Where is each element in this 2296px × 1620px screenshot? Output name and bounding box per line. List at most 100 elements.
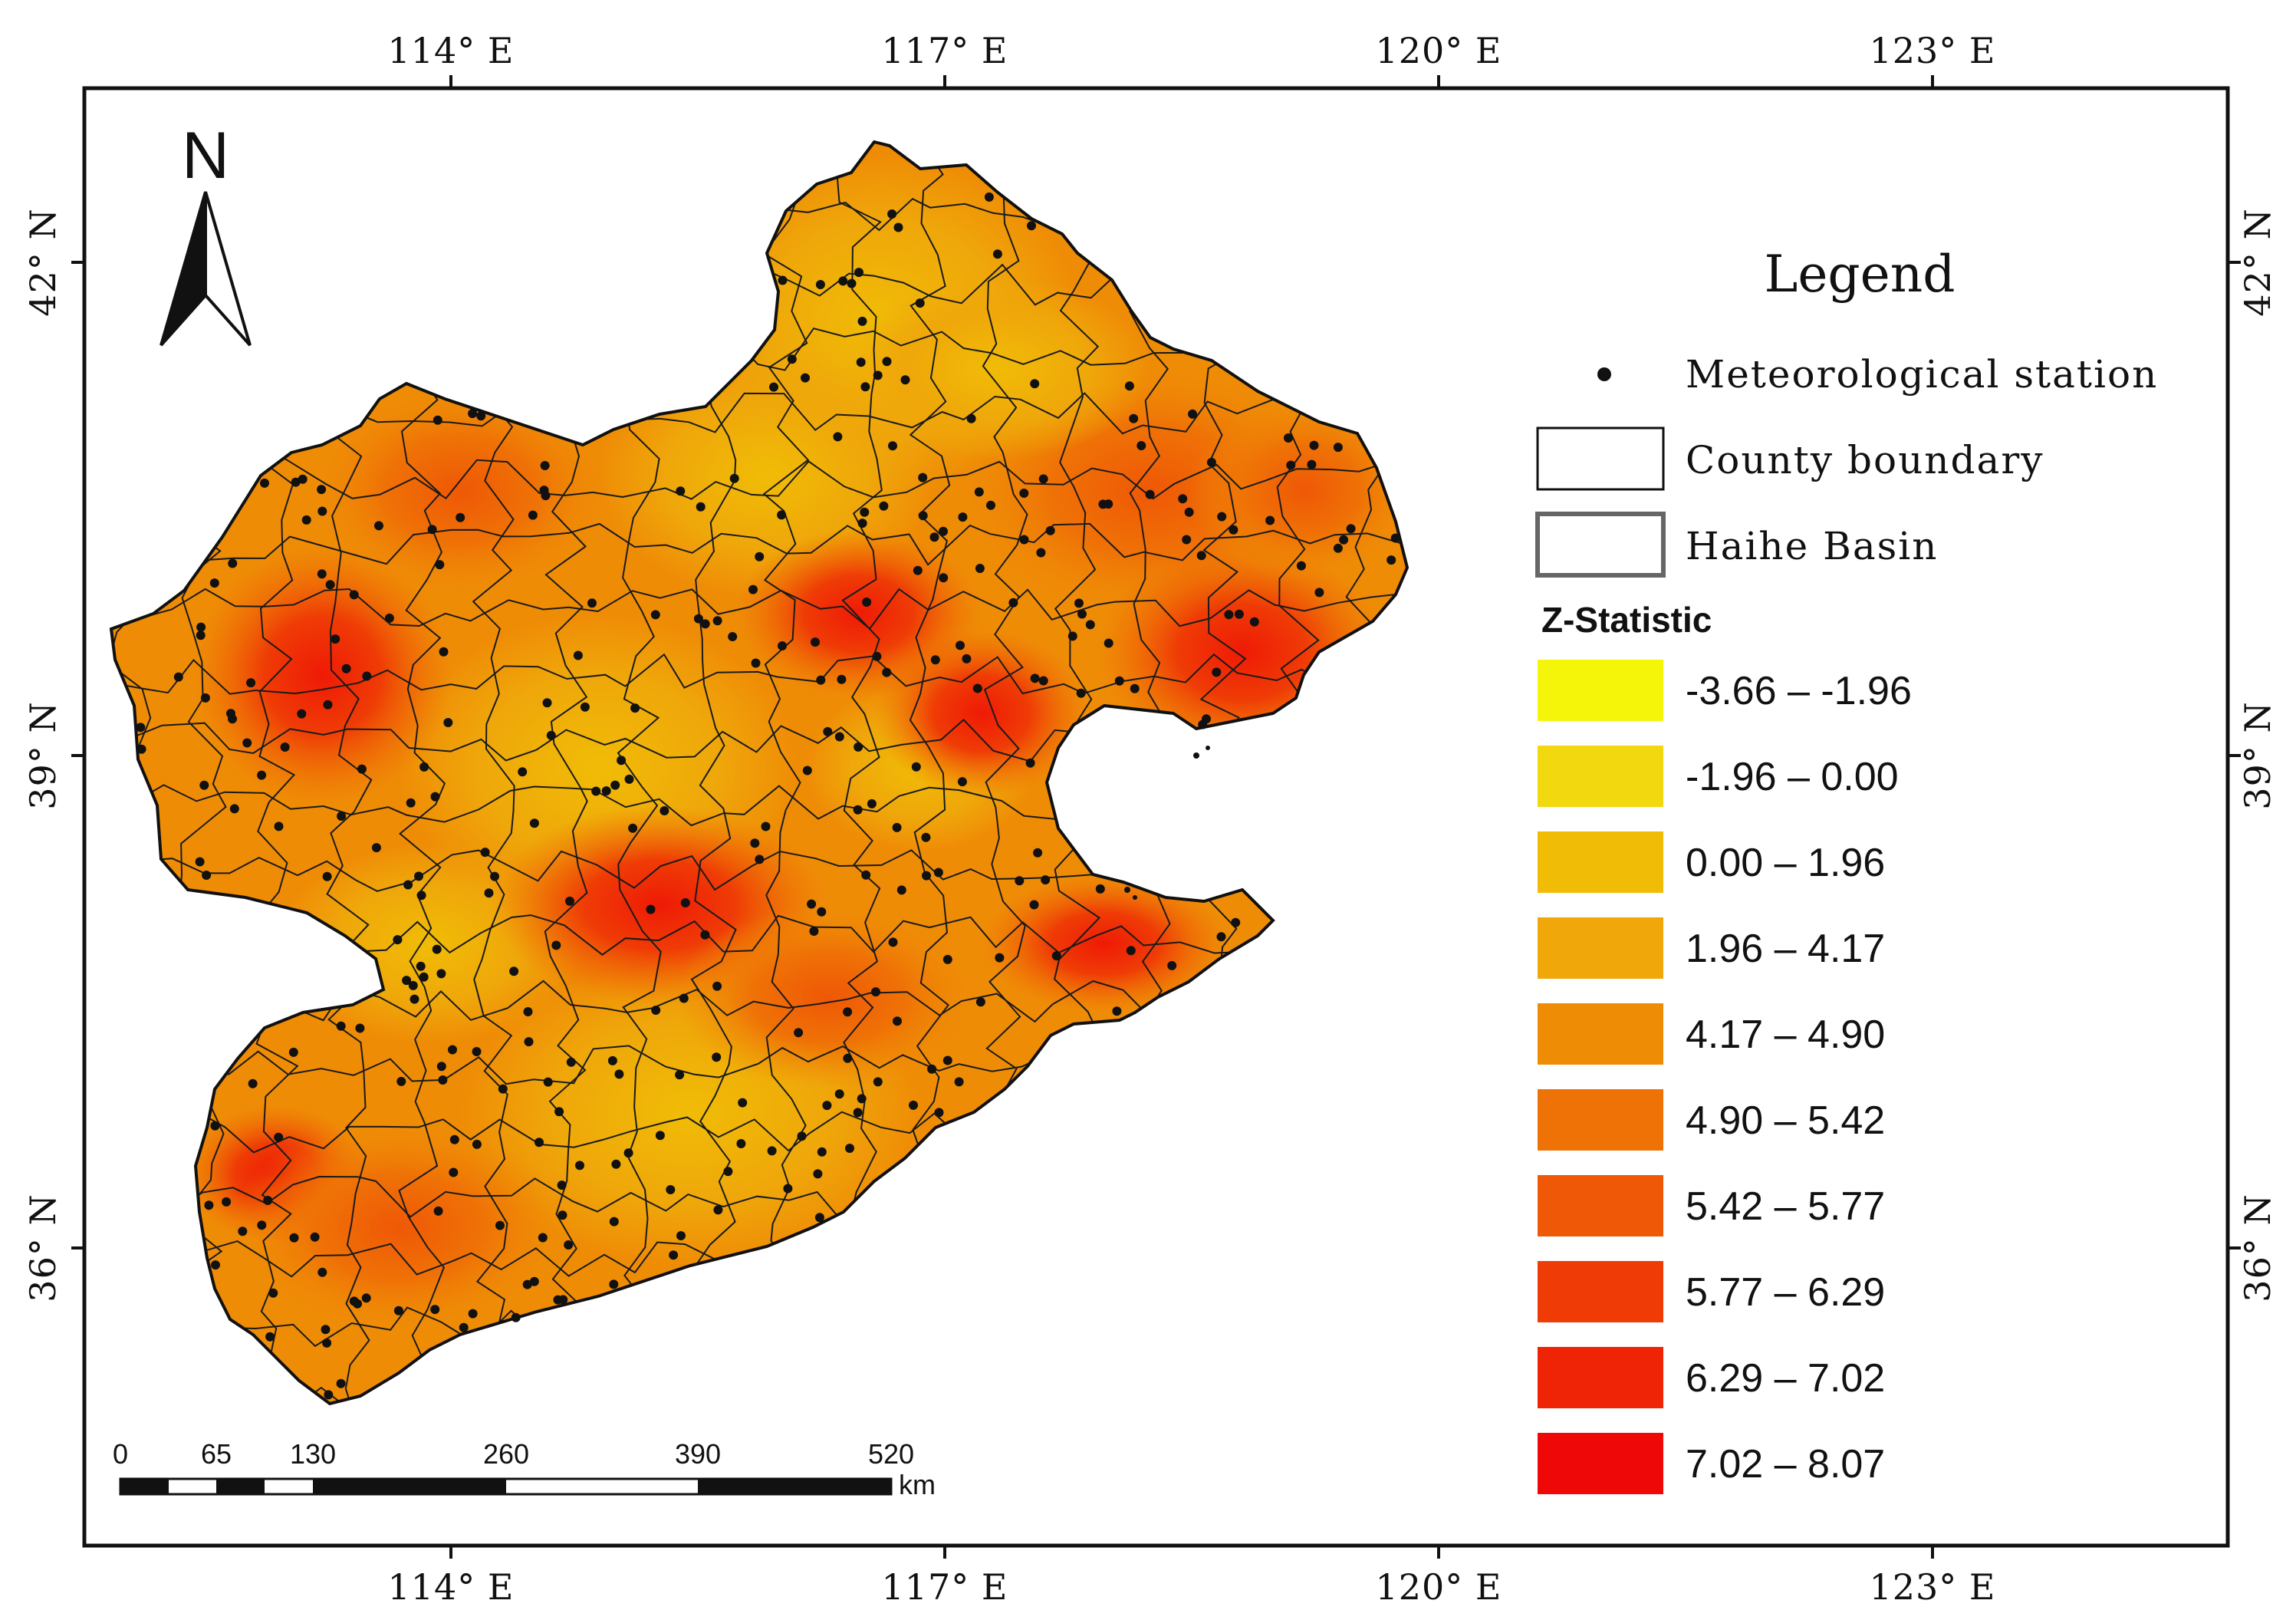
station-point xyxy=(1129,413,1139,423)
station-point xyxy=(432,944,442,954)
station-point xyxy=(419,762,429,772)
lon-tick-label-top: 120° E xyxy=(1375,30,1502,71)
station-point xyxy=(248,1078,258,1088)
station-point xyxy=(410,994,419,1004)
station-point xyxy=(887,209,897,219)
station-point xyxy=(317,485,327,495)
station-point xyxy=(529,1276,539,1286)
scale-tick-label: 390 xyxy=(675,1438,721,1470)
z-class-label: 5.42 – 5.77 xyxy=(1686,1184,1885,1229)
station-point xyxy=(374,521,383,531)
station-point xyxy=(607,1055,617,1065)
station-point xyxy=(336,1021,346,1031)
station-point xyxy=(1309,440,1319,450)
station-point xyxy=(713,1205,723,1215)
station-point xyxy=(362,671,372,681)
station-point xyxy=(325,580,335,590)
station-point xyxy=(1074,598,1084,608)
scale-bar: 0 65 130 260 390 520 km xyxy=(113,1438,936,1500)
station-point xyxy=(712,616,722,626)
station-point xyxy=(414,871,423,881)
station-point xyxy=(419,972,429,982)
station-point xyxy=(1015,876,1025,886)
station-point xyxy=(610,780,620,790)
station-point xyxy=(1126,946,1136,956)
station-point xyxy=(669,1250,679,1260)
station-point xyxy=(871,987,880,997)
station-point xyxy=(257,1220,267,1230)
station-point xyxy=(900,375,910,385)
station-point xyxy=(228,558,238,568)
lon-tick-label-top: 114° E xyxy=(387,30,514,71)
station-point xyxy=(893,1016,902,1026)
station-point xyxy=(822,1101,832,1111)
station-point xyxy=(435,560,445,570)
z-class-swatch xyxy=(1538,746,1663,807)
station-point xyxy=(614,1069,624,1079)
z-statistic-title: Z-Statistic xyxy=(1541,600,1712,640)
z-class-swatch xyxy=(1538,1089,1663,1151)
station-point xyxy=(484,888,494,898)
station-point xyxy=(449,1134,459,1144)
station-point xyxy=(357,764,367,774)
station-point xyxy=(860,507,870,517)
station-point xyxy=(809,927,819,936)
station-point xyxy=(843,1053,853,1063)
station-point xyxy=(403,880,413,890)
station-point xyxy=(856,357,866,367)
station-point xyxy=(529,818,539,828)
station-point xyxy=(700,930,710,940)
station-point xyxy=(975,997,985,1007)
station-point xyxy=(317,506,327,516)
station-point xyxy=(396,1076,406,1086)
station-point xyxy=(204,1200,214,1210)
north-arrow-letter: N xyxy=(182,119,229,193)
station-point xyxy=(777,510,787,520)
station-point xyxy=(833,432,843,442)
station-point xyxy=(1104,638,1113,648)
station-point xyxy=(1112,1006,1122,1016)
station-point xyxy=(210,1121,220,1131)
station-dot-icon xyxy=(1597,367,1611,381)
county-boundary xyxy=(762,142,810,1404)
station-point xyxy=(196,622,206,632)
station-point xyxy=(750,838,760,848)
station-point xyxy=(823,726,833,736)
station-point xyxy=(468,409,478,419)
station-point xyxy=(200,693,210,703)
station-point xyxy=(728,632,738,641)
station-point xyxy=(361,1293,371,1303)
station-point xyxy=(438,1075,448,1085)
station-point xyxy=(972,683,982,693)
station-point xyxy=(587,598,597,608)
station-point xyxy=(1296,561,1306,571)
station-point xyxy=(393,935,403,945)
scale-unit: km xyxy=(899,1469,936,1500)
station-point xyxy=(1029,900,1039,910)
station-point xyxy=(1182,535,1192,545)
station-point xyxy=(1025,758,1035,768)
station-point xyxy=(260,478,269,488)
station-point xyxy=(801,373,810,383)
station-point xyxy=(1130,683,1140,693)
station-point xyxy=(137,744,146,754)
station-point xyxy=(246,678,256,688)
station-point xyxy=(929,532,939,542)
coastal-islands xyxy=(1124,746,1210,900)
station-point xyxy=(324,1390,334,1400)
station-point xyxy=(1333,443,1343,453)
lon-tick-label-bottom: 117° E xyxy=(881,1566,1008,1608)
station-point xyxy=(862,598,872,607)
station-point xyxy=(538,1233,548,1243)
station-point xyxy=(958,512,968,522)
station-point xyxy=(679,993,689,1003)
lat-tick-label-left: 39° N xyxy=(22,701,64,809)
station-point xyxy=(528,510,538,520)
z-class-label: 4.17 – 4.90 xyxy=(1686,1012,1885,1057)
station-point xyxy=(331,634,340,644)
station-point xyxy=(321,1325,331,1335)
station-point xyxy=(554,1107,564,1117)
station-point xyxy=(813,1169,823,1179)
station-point xyxy=(274,1132,284,1142)
station-point xyxy=(857,316,867,326)
